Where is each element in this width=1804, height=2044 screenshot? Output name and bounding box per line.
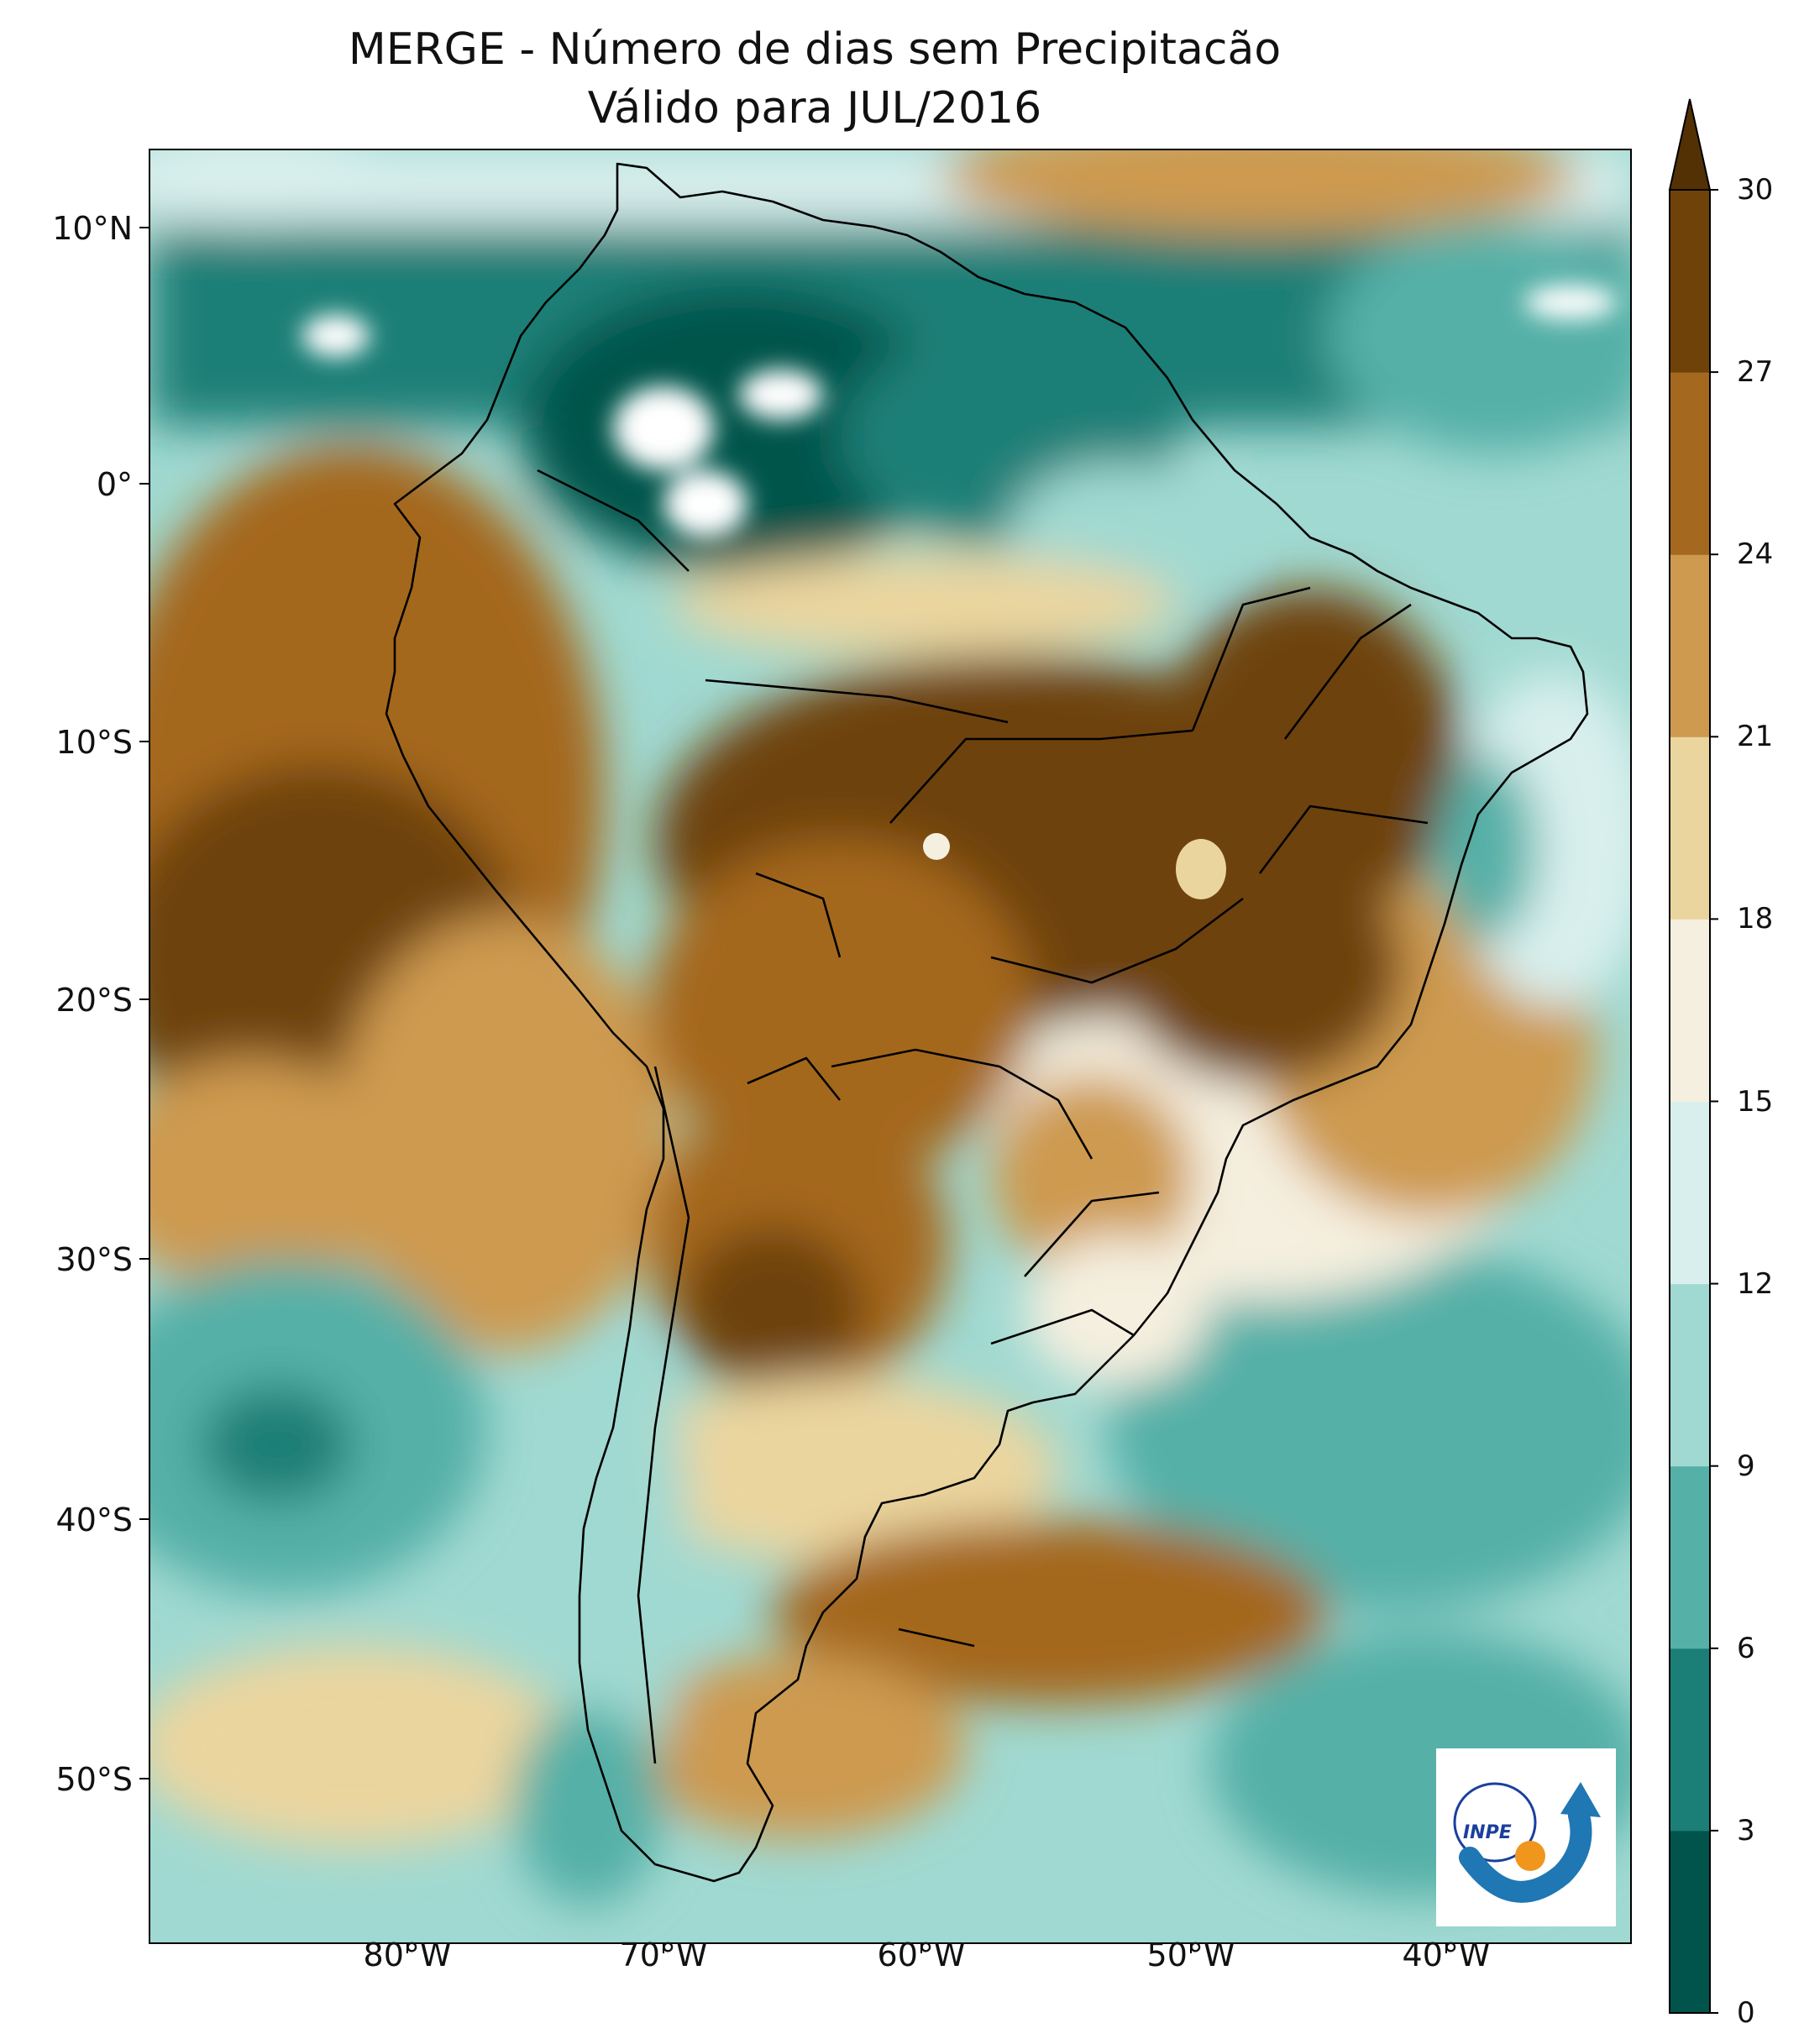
colorbar-segment (1670, 190, 1710, 373)
colorbar (1668, 98, 1718, 2014)
light-spot-2 (1176, 839, 1226, 899)
lat-label-20s: 20°S (55, 982, 133, 1019)
colorbar-tick-label: 9 (1737, 1449, 1755, 1483)
colorbar-segment (1670, 1101, 1710, 1285)
map-subtitle: Válido para JUL/2016 (587, 83, 1042, 134)
inpe-logo: INPE (1436, 1748, 1616, 1926)
inpe-logo-text: INPE (1463, 1822, 1512, 1843)
colorbar-tick-label: 0 (1737, 1996, 1755, 2030)
colorbar-segment (1670, 554, 1710, 737)
lat-label-0: 0° (96, 466, 133, 503)
lon-ticks (406, 1943, 1447, 1953)
colorbar-tick-label: 30 (1737, 173, 1774, 207)
colorbar-tick-label: 12 (1737, 1266, 1774, 1301)
lon-label-60w: 60°W (877, 1937, 966, 1973)
inpe-logo-graphic (1453, 1782, 1601, 1903)
colorbar-tick-label: 24 (1737, 537, 1774, 572)
missing-data (302, 286, 1617, 537)
colorbar-segment (1670, 736, 1710, 920)
colorbar-segment (1670, 372, 1710, 555)
colorbar-tick-label: 6 (1737, 1631, 1755, 1665)
map-frame (149, 149, 1632, 1944)
lat-label-10s: 10°S (55, 724, 133, 761)
colorbar-segment (1670, 919, 1710, 1102)
precip-field (149, 149, 1631, 1906)
lon-label-50w: 50°W (1146, 1937, 1235, 1973)
map-area (149, 149, 1631, 1943)
colorbar-tick-label: 21 (1737, 720, 1774, 754)
lon-label-70w: 70°W (619, 1937, 708, 1973)
colorbar-segment (1670, 1830, 1710, 2014)
lat-label-50s: 50°S (55, 1761, 133, 1798)
lat-label-30s: 30°S (55, 1241, 133, 1278)
colorbar-segment (1670, 1648, 1710, 1832)
colorbar-tick-label: 18 (1737, 902, 1774, 936)
lat-ticks (139, 227, 149, 1779)
colorbar-tick-label: 15 (1737, 1084, 1774, 1119)
colorbar-tick-label: 3 (1737, 1813, 1755, 1847)
map-title: MERGE - Número de dias sem Precipitacão (348, 24, 1282, 75)
colorbar-extend-arrow (1668, 98, 1712, 191)
lat-label-40s: 40°S (55, 1502, 133, 1538)
lon-label-40w: 40°W (1402, 1937, 1491, 1973)
lat-label-10n: 10°N (52, 210, 133, 247)
colorbar-segment (1670, 1283, 1710, 1467)
lon-label-80w: 80°W (363, 1937, 452, 1973)
colorbar-tick-label: 27 (1737, 355, 1774, 390)
country-borders (385, 162, 1589, 1883)
light-spot-1 (923, 833, 950, 860)
colorbar-segment (1670, 1465, 1710, 1649)
